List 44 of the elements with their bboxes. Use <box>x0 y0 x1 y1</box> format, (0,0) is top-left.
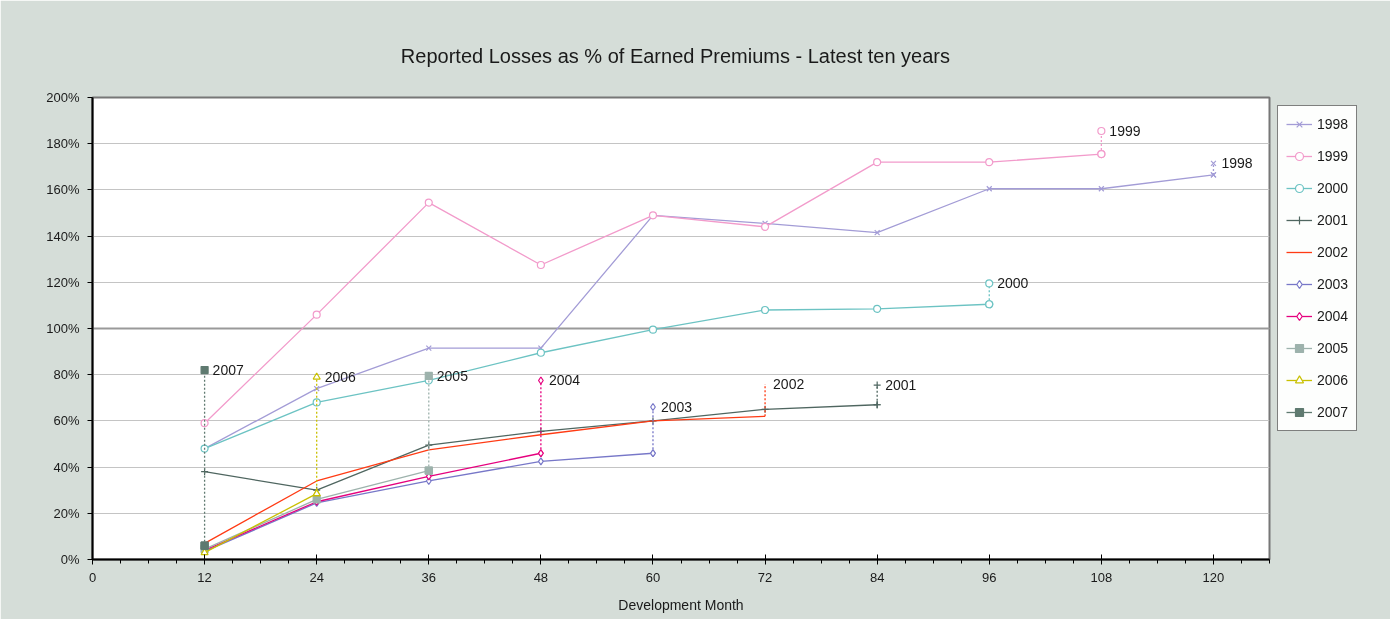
annotation: 2002 <box>773 375 805 392</box>
x-tick-label: 96 <box>982 569 997 585</box>
annotation: 2003 <box>660 399 693 416</box>
x-tick-label: 12 <box>197 569 212 585</box>
y-tick-label: 20% <box>53 505 80 521</box>
legend-label: 1998 <box>1317 115 1349 134</box>
chart-title: Reported Losses as % of Earned Premiums - Latest ten years <box>400 44 951 67</box>
annotation: 1999 <box>1109 123 1141 139</box>
y-tick-label: 0% <box>60 552 80 567</box>
annotation: 2006 <box>324 369 357 386</box>
legend-label: 2007 <box>1317 403 1349 422</box>
x-tick-label: 108 <box>1090 569 1113 585</box>
x-tick-label: 24 <box>309 569 324 585</box>
x-tick-label: 48 <box>533 569 549 585</box>
x-tick-label: 60 <box>645 569 661 585</box>
annotation: 2004 <box>548 372 581 389</box>
x-tick-label: 84 <box>869 569 885 585</box>
y-tick-label: 120% <box>46 274 80 290</box>
annotation: 2000 <box>997 275 1029 292</box>
x-tick-label: 36 <box>421 569 437 585</box>
legend-label: 2001 <box>1317 211 1349 230</box>
x-tick-label: 0 <box>88 569 97 585</box>
legend-label: 2006 <box>1317 371 1349 390</box>
legend-label: 2005 <box>1317 339 1349 358</box>
annotation: 2005 <box>436 367 469 384</box>
y-tick-label: 60% <box>53 413 80 429</box>
y-tick-label: 180% <box>46 136 80 152</box>
y-tick-label: 40% <box>53 459 80 475</box>
legend-label: 2003 <box>1317 275 1349 294</box>
legend-label: 1999 <box>1317 147 1349 166</box>
legend-label: 2002 <box>1317 243 1349 262</box>
y-tick-label: 200% <box>46 90 80 105</box>
legend-label: 2000 <box>1317 179 1349 198</box>
annotation: 1998 <box>1221 155 1253 172</box>
y-tick-label: 160% <box>46 182 80 198</box>
annotation: 2001 <box>885 377 917 394</box>
y-tick-label: 140% <box>46 228 80 244</box>
y-tick-label: 100% <box>46 321 80 336</box>
x-tick-label: 120 <box>1202 569 1225 585</box>
annotation: 2007 <box>212 362 244 379</box>
legend-label: 2004 <box>1317 307 1349 326</box>
x-axis-title: Development Month <box>618 596 744 613</box>
x-tick-label: 72 <box>757 569 773 585</box>
y-tick-label: 80% <box>53 367 80 383</box>
